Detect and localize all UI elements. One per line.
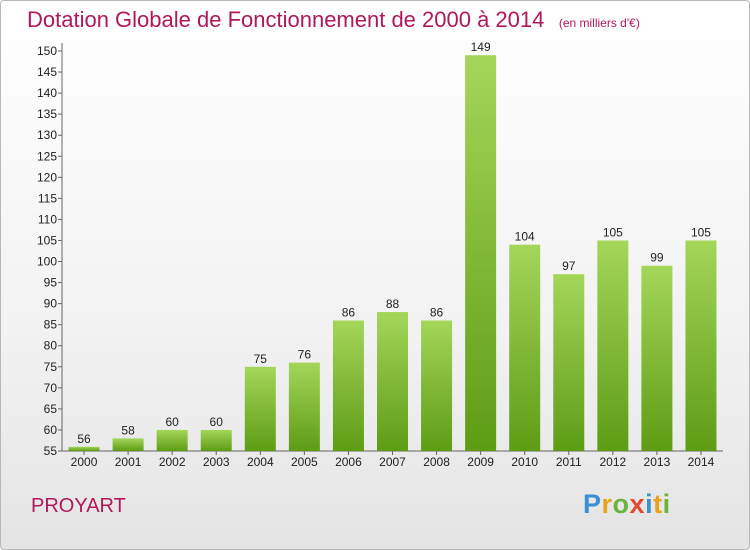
bar bbox=[288, 362, 320, 451]
x-tick-label: 2007 bbox=[379, 455, 406, 469]
x-tick-label: 2005 bbox=[291, 455, 318, 469]
data-label: 76 bbox=[298, 348, 312, 362]
bar bbox=[112, 438, 144, 451]
chart-title-text: Dotation Globale de Fonctionnement de 20… bbox=[27, 7, 545, 32]
data-label: 105 bbox=[691, 225, 711, 239]
chart-axes: 55 60 65 70 75 80 85 90 95 100 105 110 115 120 125 130 1… bbox=[37, 43, 723, 469]
y-tick-label: 130 bbox=[37, 128, 57, 142]
data-label: 86 bbox=[342, 305, 356, 319]
data-label: 99 bbox=[650, 251, 664, 265]
bar bbox=[465, 55, 497, 452]
y-tick-label: 65 bbox=[44, 402, 58, 416]
x-tick-label: 2004 bbox=[247, 455, 274, 469]
y-tick-label: 75 bbox=[44, 360, 58, 374]
bar bbox=[377, 312, 408, 451]
x-tick-label: 2001 bbox=[115, 455, 142, 469]
proxiti-logo[interactable]: Proxiti bbox=[583, 489, 671, 520]
y-tick-label: 150 bbox=[37, 44, 57, 58]
y-tick-label: 110 bbox=[38, 212, 57, 226]
data-label: 58 bbox=[121, 423, 135, 437]
y-tick-label: 105 bbox=[37, 233, 57, 247]
data-label: 60 bbox=[165, 415, 179, 429]
logo-letter: o bbox=[612, 489, 630, 519]
y-tick-label: 90 bbox=[44, 297, 58, 311]
logo-letter: P bbox=[583, 489, 602, 519]
y-tick-label: 135 bbox=[37, 107, 57, 121]
data-label: 97 bbox=[562, 259, 576, 273]
data-label: 86 bbox=[430, 305, 444, 319]
logo-letter: i bbox=[662, 489, 671, 519]
x-tick-label: 2006 bbox=[335, 455, 362, 469]
data-label: 60 bbox=[210, 415, 224, 429]
y-tick-label: 100 bbox=[37, 255, 57, 269]
y-tick-label: 125 bbox=[37, 149, 57, 163]
x-tick-label: 2014 bbox=[688, 455, 715, 469]
x-tick-label: 2002 bbox=[159, 455, 186, 469]
x-tick-label: 2003 bbox=[203, 455, 230, 469]
bar bbox=[332, 320, 364, 451]
commune-name: PROYART bbox=[31, 495, 126, 517]
chart-bars: 56 58 60 60 75 76 86 88 86 149 104 97 105 99 105 bbox=[68, 40, 717, 452]
bar bbox=[685, 240, 717, 451]
y-tick-label: 140 bbox=[37, 86, 57, 100]
y-tick-label: 120 bbox=[37, 170, 57, 184]
logo-letter: i bbox=[645, 489, 654, 519]
bar bbox=[597, 240, 629, 451]
y-tick-label: 55 bbox=[44, 444, 58, 458]
bar bbox=[200, 429, 232, 451]
chart-title: Dotation Globale de Fonctionnement de 20… bbox=[27, 7, 640, 33]
x-tick-label: 2008 bbox=[423, 455, 450, 469]
bar bbox=[68, 446, 100, 451]
chart-unit: (en milliers d'€) bbox=[558, 16, 640, 30]
y-tick-label: 80 bbox=[44, 339, 58, 353]
x-tick-label: 2000 bbox=[71, 455, 98, 469]
bar bbox=[244, 366, 276, 451]
x-tick-label: 2013 bbox=[644, 455, 671, 469]
x-tick-label: 2009 bbox=[467, 455, 494, 469]
y-tick-label: 70 bbox=[44, 381, 58, 395]
data-label: 75 bbox=[254, 352, 268, 366]
data-label: 104 bbox=[515, 230, 535, 244]
data-label: 149 bbox=[471, 40, 491, 54]
logo-letter: r bbox=[601, 489, 613, 519]
logo-letter: x bbox=[629, 489, 646, 519]
data-label: 56 bbox=[77, 432, 91, 446]
y-tick-label: 95 bbox=[44, 276, 58, 290]
y-tick-label: 85 bbox=[44, 318, 58, 332]
bar bbox=[421, 320, 453, 451]
x-tick-label: 2010 bbox=[511, 455, 538, 469]
data-label: 88 bbox=[386, 297, 400, 311]
bar bbox=[156, 429, 188, 451]
x-tick-label: 2012 bbox=[599, 455, 626, 469]
y-tick-label: 145 bbox=[37, 65, 57, 79]
y-tick-label: 115 bbox=[38, 191, 57, 205]
data-label: 105 bbox=[603, 225, 623, 239]
logo-letter: t bbox=[653, 489, 663, 519]
y-tick-label: 60 bbox=[44, 423, 58, 437]
x-tick-label: 2011 bbox=[556, 455, 582, 469]
bar bbox=[553, 274, 585, 451]
bar bbox=[641, 265, 673, 451]
bar bbox=[509, 244, 541, 451]
